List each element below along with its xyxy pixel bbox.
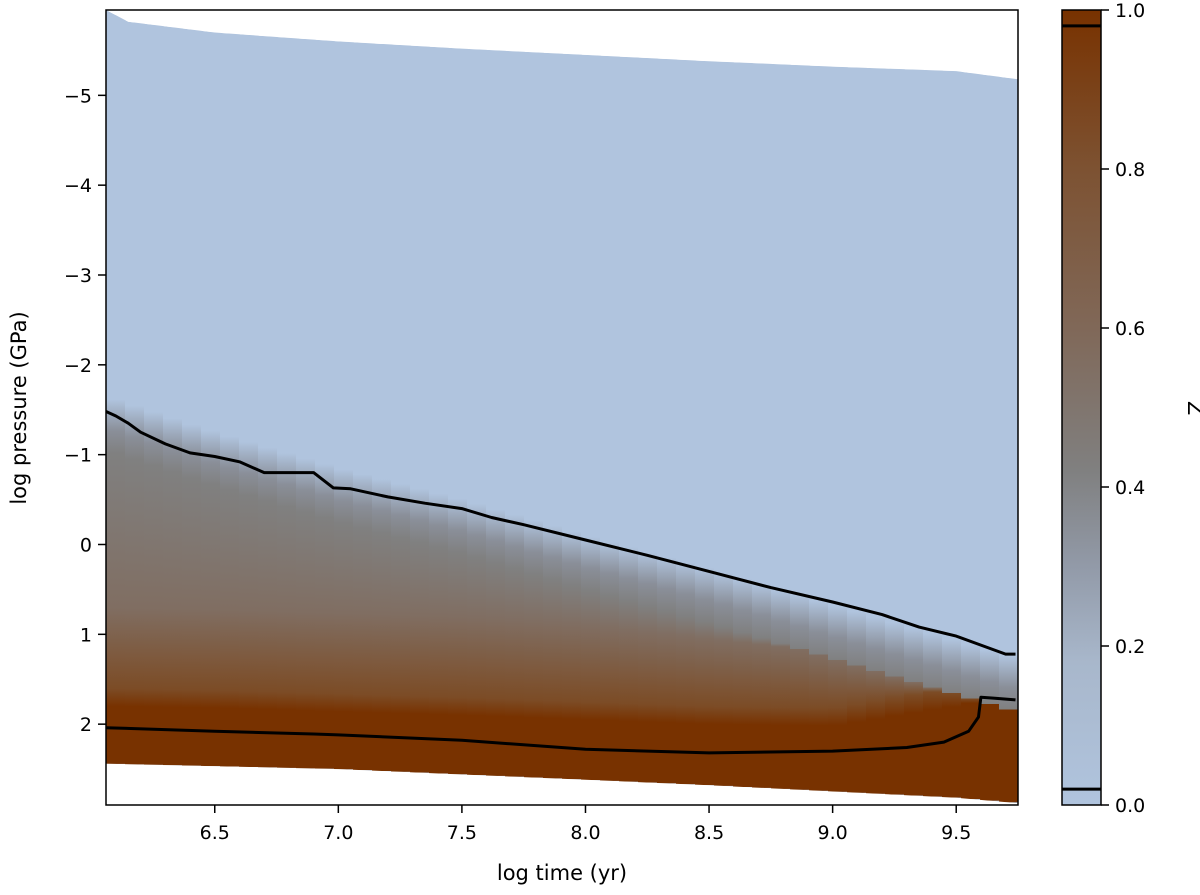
heatmap-strip [733, 62, 753, 787]
heatmap-strip [942, 70, 962, 798]
x-tick-label: 8.5 [694, 822, 724, 844]
heatmap-strip [524, 52, 544, 778]
y-tick-label: −4 [64, 175, 92, 197]
heatmap-strip [619, 57, 639, 782]
heatmap-strip [790, 65, 810, 790]
heatmap-strip [163, 27, 183, 766]
heatmap-strip [885, 68, 905, 795]
x-tick-label: 7.0 [323, 822, 353, 844]
y-tick-label: 0 [80, 534, 92, 556]
x-tick-label: 6.5 [200, 822, 230, 844]
heatmap-strip [429, 47, 449, 774]
heatmap-strip [201, 31, 221, 767]
heatmap-strip [562, 54, 582, 780]
heatmap-strip [220, 33, 240, 767]
heatmap-strip [125, 22, 145, 765]
heatmap-strip [505, 51, 525, 777]
heatmap-strip [372, 44, 392, 771]
heatmap-strip [410, 46, 430, 773]
colorbar-label: Z [1183, 401, 1200, 415]
heatmap-strip [543, 53, 563, 779]
y-tick-label: −3 [64, 265, 92, 287]
y-tick-label: 2 [80, 714, 92, 736]
heatmap-strip [467, 49, 487, 776]
heatmap-strip [676, 60, 696, 785]
heatmap-strip [600, 56, 620, 781]
x-tick-label: 8.0 [570, 822, 600, 844]
plot-frame [105, 9, 1019, 806]
heatmap-strip [752, 63, 772, 788]
heatmap-strip [315, 40, 335, 769]
heatmap-strip [771, 64, 791, 789]
heatmap-strip [277, 37, 297, 768]
heatmap-strip [695, 61, 715, 786]
colorbar: 0.0 0.2 0.4 0.6 0.8 1.0 Z [1061, 0, 1200, 817]
contour-line-z-0_02 [106, 410, 1016, 656]
heatmap-strip [296, 39, 316, 769]
x-tick-label: 9.0 [818, 822, 848, 844]
plot-area [106, 10, 1018, 805]
heatmap-strip [144, 24, 164, 765]
y-tick-label: −1 [64, 445, 92, 467]
heatmap-strip [334, 41, 354, 770]
heatmap-strip [581, 55, 601, 781]
heatmap-strip [980, 75, 1000, 801]
empty-region-bottom [106, 763, 1018, 805]
colorbar-tick-label: 1.0 [1115, 0, 1145, 22]
heatmap-strips [106, 15, 1018, 803]
colorbar-tick-label: 0.0 [1115, 795, 1145, 817]
heatmap-strip [923, 70, 943, 797]
y-axis: −5 −4 −3 −2 −1 0 1 2 [64, 85, 106, 736]
heatmap-strip [106, 15, 126, 764]
heatmap-strip [999, 77, 1018, 803]
colorbar-fill [1061, 9, 1102, 806]
x-tick-label: 7.5 [447, 822, 477, 844]
heatmap-strip [258, 36, 278, 768]
x-axis: 6.5 7.0 7.5 8.0 8.5 9.0 9.5 [200, 805, 971, 844]
heatmap-strip [828, 66, 848, 792]
heatmap-strip [961, 73, 981, 800]
heatmap-strip [714, 61, 734, 786]
x-tick-label: 9.5 [941, 822, 971, 844]
y-tick-label: −5 [64, 85, 92, 107]
y-tick-label: −2 [64, 355, 92, 377]
empty-region-top [106, 10, 1018, 80]
colorbar-tick-label: 0.4 [1115, 477, 1145, 499]
heatmap-strip [657, 59, 677, 784]
heatmap-strip [904, 69, 924, 796]
heatmap-strip [638, 58, 658, 783]
y-axis-label: log pressure (GPa) [7, 311, 31, 504]
colorbar-tick-label: 0.6 [1115, 318, 1145, 340]
heatmap-strip [448, 48, 468, 775]
y-tick-label: 1 [80, 624, 92, 646]
colorbar-tick-label: 0.8 [1115, 159, 1145, 181]
heatmap-strip [866, 68, 886, 794]
heatmap-strip [486, 50, 506, 776]
x-axis-label: log time (yr) [497, 861, 627, 885]
colorbar-levels [1062, 24, 1101, 791]
heatmap-strip [391, 45, 411, 772]
heatmap-strip [182, 29, 202, 766]
contour-line-z-0_98 [106, 695, 1016, 755]
heatmap-strip [353, 42, 373, 771]
heatmap-strip [809, 66, 829, 791]
heatmap-strip [847, 67, 867, 793]
heatmap-strip [239, 34, 259, 767]
colorbar-ticks: 0.0 0.2 0.4 0.6 0.8 1.0 [1101, 0, 1145, 817]
colorbar-tick-label: 0.2 [1115, 636, 1145, 658]
